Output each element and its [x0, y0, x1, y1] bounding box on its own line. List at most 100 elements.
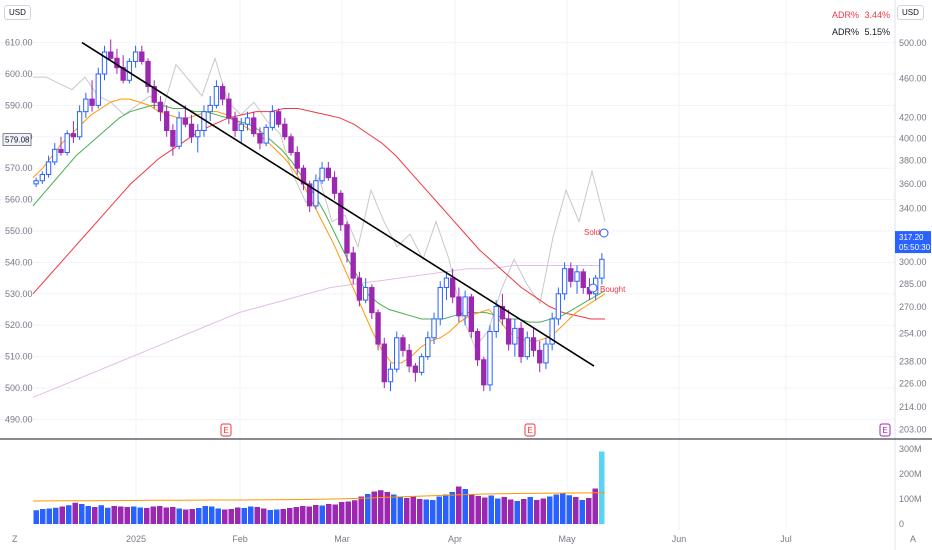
- candle-body: [481, 359, 487, 386]
- volume-bar: [150, 506, 156, 524]
- volume-bar: [59, 506, 65, 524]
- volume-bar: [163, 507, 169, 524]
- volume-bar: [449, 492, 455, 524]
- candle-body: [52, 148, 58, 163]
- volume-bar: [137, 507, 143, 524]
- candle-body: [400, 337, 406, 351]
- candle: [387, 362, 394, 392]
- volume-bar: [280, 509, 286, 524]
- adr-value: 5.15%: [864, 27, 890, 37]
- compare-series-line: [33, 56, 606, 349]
- candle: [275, 108, 282, 128]
- candle-body: [300, 167, 307, 185]
- candle: [549, 312, 555, 351]
- earnings-marker-label: E: [527, 426, 532, 435]
- volume-bar: [391, 494, 397, 524]
- candle-body: [524, 337, 530, 358]
- volume-bar: [92, 507, 98, 524]
- candle-body: [505, 318, 512, 345]
- candle: [39, 171, 46, 184]
- grid: [0, 0, 895, 530]
- volume-bar: [358, 496, 364, 524]
- volume-bar: [306, 506, 312, 524]
- volume-bar: [183, 509, 189, 524]
- candle-body: [64, 133, 70, 153]
- volume-bar: [300, 506, 306, 524]
- candle: [456, 287, 462, 323]
- volume-ma-line: [32, 492, 606, 502]
- candle-body: [555, 293, 562, 320]
- left-axis-tick: 500.00: [5, 383, 33, 393]
- candle: [543, 337, 549, 370]
- volume-bar: [469, 494, 475, 524]
- candle-body: [456, 296, 462, 317]
- candle: [213, 80, 220, 109]
- candle: [64, 130, 70, 156]
- volume-bar: [410, 496, 416, 524]
- candle: [518, 322, 524, 363]
- volume-bar: [111, 506, 117, 524]
- volume-bar: [456, 486, 462, 524]
- candle: [176, 111, 182, 150]
- candle: [412, 362, 419, 382]
- volume-bar: [196, 508, 202, 524]
- volume-bar: [105, 507, 111, 524]
- candle-body: [512, 327, 518, 345]
- volume-bar: [66, 505, 72, 524]
- candle-body: [549, 318, 555, 345]
- right-axis-tick: 285.00: [899, 279, 927, 289]
- volume-bar: [488, 495, 494, 524]
- volume-bar: [404, 498, 410, 524]
- currency-left-badge[interactable]: USD: [4, 5, 31, 20]
- candle-body: [207, 104, 213, 113]
- volume-bar: [566, 495, 572, 524]
- candle: [530, 328, 537, 357]
- candle-body: [95, 73, 101, 106]
- candle-body: [369, 287, 375, 314]
- volume-axis-tick: 0: [899, 519, 904, 529]
- currency-right-badge[interactable]: USD: [897, 5, 924, 20]
- right-axis-tick: 460.00: [899, 74, 927, 84]
- volume-bar: [40, 509, 46, 524]
- volume-bar: [508, 499, 514, 524]
- candle-body: [418, 356, 425, 373]
- candle-body: [568, 268, 574, 282]
- left-axis-tick: 540.00: [5, 257, 33, 267]
- x-axis-tick: Jul: [780, 534, 792, 544]
- candle-body: [145, 60, 151, 88]
- volume-bar: [514, 501, 520, 524]
- volume-bar: [248, 506, 254, 524]
- candle-body: [257, 133, 263, 144]
- candle-body: [319, 167, 325, 182]
- trendline: [81, 41, 595, 367]
- candle: [219, 83, 226, 106]
- candle-body: [580, 271, 586, 289]
- candle: [52, 143, 58, 166]
- volume-bar: [521, 499, 527, 524]
- candle: [555, 287, 562, 326]
- candle: [574, 265, 580, 294]
- candle-body: [468, 296, 475, 332]
- ma200-line: [32, 265, 605, 398]
- bought-arrow-icon: [588, 283, 598, 293]
- right-axis-tick: 270.00: [899, 302, 927, 312]
- candle-body: [45, 161, 52, 175]
- volume-bar: [313, 505, 319, 524]
- volume-bar: [332, 504, 338, 524]
- candle: [493, 300, 499, 338]
- candle: [195, 124, 201, 153]
- candle-body: [89, 98, 95, 106]
- candle-body: [406, 349, 412, 367]
- right-axis-tick: 500.00: [899, 38, 927, 48]
- volume-bar: [118, 506, 124, 524]
- candle: [468, 293, 475, 338]
- price-pane: Sold Bought: [32, 39, 626, 398]
- volume-bar: [79, 504, 85, 524]
- last-price-left-label: 579.08: [5, 136, 30, 145]
- candle: [381, 337, 387, 389]
- last-price-left-box: [2, 133, 32, 146]
- candle-body: [599, 258, 605, 279]
- volume-bar: [378, 490, 384, 524]
- right-axis-tick: 420.00: [899, 113, 927, 123]
